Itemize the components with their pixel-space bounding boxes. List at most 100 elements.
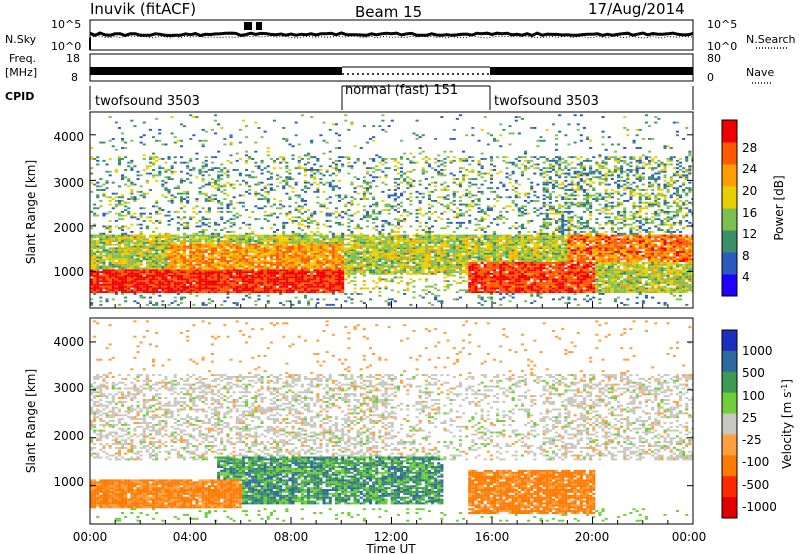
power-cell (179, 240, 183, 242)
power-cell (384, 252, 388, 255)
power-cell (372, 221, 376, 224)
power-cell (257, 192, 261, 195)
power-cell (325, 169, 329, 171)
power-cell (102, 247, 106, 250)
power-cell (158, 172, 162, 175)
power-cell (99, 260, 103, 262)
power-cell (400, 252, 404, 255)
power-cell (452, 178, 456, 180)
power-cell (152, 156, 156, 159)
power-cell (316, 289, 320, 292)
power-cell (341, 274, 345, 277)
power-cell (204, 265, 208, 268)
power-cell (384, 254, 388, 257)
power-cell (133, 216, 137, 219)
power-cell (272, 278, 276, 281)
power-cell (282, 252, 286, 255)
power-cell (176, 256, 180, 259)
power-cell (344, 247, 348, 250)
power-cell (155, 282, 159, 284)
power-cell (300, 207, 304, 210)
power-cell (201, 247, 205, 250)
power-cell (192, 272, 196, 275)
power-cell (319, 169, 323, 171)
power-cell (201, 249, 205, 252)
power-cell (90, 263, 94, 266)
power-cell (334, 282, 338, 284)
power-cell (446, 262, 450, 264)
power-cell (369, 258, 373, 261)
power-cell (319, 291, 323, 293)
power-cell (424, 254, 428, 257)
power-cell (245, 252, 249, 255)
power-cell (372, 139, 376, 142)
power-cell (437, 254, 441, 257)
power-cell (353, 260, 357, 262)
power-cell (424, 278, 428, 281)
power-cell (331, 272, 335, 275)
power-cell (310, 278, 314, 281)
power-cell (192, 252, 196, 255)
power-cell (266, 294, 270, 297)
power-cell (409, 212, 413, 215)
power-cell (179, 254, 183, 257)
power-cell (170, 269, 174, 272)
power-cell (152, 249, 156, 252)
power-cell (158, 280, 162, 283)
power-cell (431, 167, 435, 170)
power-cell (431, 303, 435, 306)
power-cell (362, 272, 366, 275)
power-cell (111, 207, 115, 210)
power-cell (307, 289, 311, 292)
power-cell (310, 220, 314, 222)
power-cell (353, 269, 357, 272)
power-cell (300, 265, 304, 268)
power-cell (235, 291, 239, 293)
power-cell (344, 262, 348, 264)
power-cell (170, 260, 174, 262)
power-cell (130, 272, 134, 275)
power-cell (158, 212, 162, 215)
power-cell (158, 262, 162, 264)
power-cell (334, 283, 338, 286)
power-cell (186, 196, 190, 199)
power-cell (452, 274, 456, 277)
power-cell (393, 251, 397, 253)
power-cell (207, 302, 211, 304)
power-cell (409, 272, 413, 275)
power-cell (117, 161, 121, 164)
power-cell (412, 254, 416, 257)
power-cell (266, 147, 270, 149)
power-cell (232, 271, 236, 273)
power-cell (462, 241, 466, 244)
power-cell (254, 192, 258, 195)
power-cell (214, 263, 218, 266)
power-cell (334, 267, 338, 270)
power-cell (179, 298, 183, 301)
power-cell (276, 278, 280, 281)
power-cell (124, 201, 128, 204)
power-cell (322, 223, 326, 226)
power-cell (328, 243, 332, 246)
power-cell (117, 212, 121, 215)
power-cell (316, 262, 320, 264)
power-cell (93, 234, 97, 237)
power-cell (245, 280, 249, 283)
power-cell (359, 185, 363, 188)
power-cell (229, 285, 233, 288)
power-cell (189, 234, 193, 237)
power-cell (443, 260, 447, 262)
power-cell (375, 258, 379, 261)
power-cell (210, 167, 214, 170)
power-cell (303, 200, 307, 202)
power-cell (285, 212, 289, 215)
power-cell (387, 263, 391, 266)
power-cell (310, 238, 314, 241)
power-cell (263, 254, 267, 257)
power-cell (393, 236, 397, 239)
power-cell (328, 220, 332, 222)
power-cell (272, 282, 276, 284)
power-cell (117, 196, 121, 199)
power-cell (350, 123, 354, 126)
power-cell (325, 170, 329, 173)
